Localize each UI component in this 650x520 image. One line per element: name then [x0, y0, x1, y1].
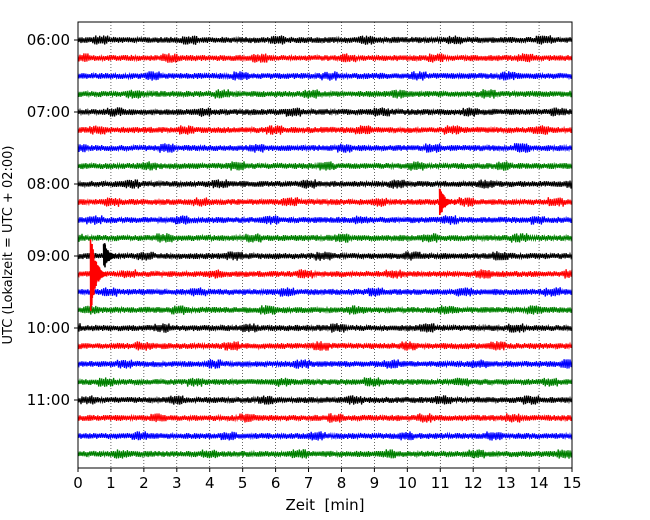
x-tick-label: 15: [562, 474, 581, 492]
y-tick-label: 09:00: [27, 247, 70, 265]
x-tick-label: 13: [497, 474, 516, 492]
x-tick-label: 12: [464, 474, 483, 492]
plot-frame: [77, 21, 573, 469]
x-tick-label: 5: [238, 474, 248, 492]
trace-row: [77, 89, 573, 99]
trace-row: [77, 305, 573, 315]
trace-row: [77, 197, 573, 207]
trace-row: [77, 107, 573, 117]
grid-lines: [110, 22, 540, 468]
seismic-events: [89, 188, 457, 311]
y-tick-label: 07:00: [27, 103, 70, 121]
y-tick-label: 11:00: [27, 391, 70, 409]
trace-row: [77, 395, 573, 405]
trace-row: [77, 341, 573, 351]
trace-row: [77, 251, 573, 261]
x-tick-label: 11: [431, 474, 450, 492]
x-axis-ticks: 0 1 2 3 4 5 6 7 8 9 10 11 12 13 14 15: [73, 468, 582, 492]
trace-row: [77, 233, 573, 243]
trace-row: [77, 71, 573, 81]
event-spike: [438, 188, 457, 216]
trace-row: [77, 413, 573, 423]
event-spike: [89, 239, 108, 311]
x-tick-label: 1: [106, 474, 116, 492]
trace-row: [77, 269, 573, 279]
x-tick-label: 3: [172, 474, 182, 492]
x-tick-label: 14: [530, 474, 549, 492]
trace-row: [77, 35, 573, 45]
y-tick-label: 06:00: [27, 31, 70, 49]
x-tick-label: 7: [304, 474, 314, 492]
y-tick-label: 10:00: [27, 319, 70, 337]
x-axis-label: Zeit [min]: [285, 496, 364, 514]
x-tick-label: 10: [398, 474, 417, 492]
trace-row: [77, 431, 573, 441]
x-tick-label: 9: [370, 474, 380, 492]
y-axis-ticks: 06:00 07:00 08:00 09:00 10:00 11:00: [27, 31, 78, 409]
trace-row: [77, 359, 573, 369]
trace-row: [77, 161, 573, 171]
trace-row: [77, 179, 573, 189]
event-spike: [102, 243, 121, 268]
y-tick-label: 08:00: [27, 175, 70, 193]
trace-row: [77, 143, 573, 153]
trace-rows: [77, 35, 573, 459]
x-tick-label: 8: [337, 474, 347, 492]
trace-row: [77, 125, 573, 135]
x-tick-label: 6: [271, 474, 281, 492]
trace-row: [77, 287, 573, 297]
trace-row: [77, 53, 573, 63]
trace-row: [77, 323, 573, 333]
trace-row: [77, 215, 573, 225]
x-tick-label: 0: [73, 474, 83, 492]
x-tick-label: 2: [139, 474, 149, 492]
trace-row: [77, 377, 573, 387]
x-tick-label: 4: [205, 474, 215, 492]
y-axis-label: UTC (Lokalzeit = UTC + 02:00): [1, 146, 16, 345]
trace-row: [77, 449, 573, 459]
